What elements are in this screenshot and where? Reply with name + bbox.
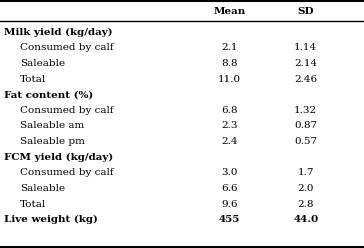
Text: FCM yield (kg/day): FCM yield (kg/day) [4,153,113,162]
Text: Saleable am: Saleable am [20,122,84,130]
Text: Saleable: Saleable [20,59,65,68]
Text: Total: Total [20,75,46,84]
Text: 2.46: 2.46 [294,75,317,84]
Text: 2.1: 2.1 [221,43,238,52]
Text: Mean: Mean [213,7,245,16]
Text: 2.4: 2.4 [221,137,238,146]
Text: 8.8: 8.8 [221,59,238,68]
Text: Fat content (%): Fat content (%) [4,90,93,99]
Text: SD: SD [297,7,314,16]
Text: Consumed by calf: Consumed by calf [20,106,114,115]
Text: 1.7: 1.7 [297,168,314,177]
Text: 455: 455 [219,215,240,224]
Text: Saleable: Saleable [20,184,65,193]
Text: Milk yield (kg/day): Milk yield (kg/day) [4,28,112,37]
Text: Consumed by calf: Consumed by calf [20,168,114,177]
Text: 9.6: 9.6 [221,200,238,209]
Text: Total: Total [20,200,46,209]
Text: Live weight (kg): Live weight (kg) [4,215,98,224]
Text: 2.3: 2.3 [221,122,238,130]
Text: 1.14: 1.14 [294,43,317,52]
Text: 2.14: 2.14 [294,59,317,68]
Text: Saleable pm: Saleable pm [20,137,85,146]
Text: Consumed by calf: Consumed by calf [20,43,114,52]
Text: 6.6: 6.6 [221,184,238,193]
Text: 0.87: 0.87 [294,122,317,130]
Text: 2.8: 2.8 [297,200,314,209]
Text: 1.32: 1.32 [294,106,317,115]
Text: 3.0: 3.0 [221,168,238,177]
Text: 2.0: 2.0 [297,184,314,193]
Text: 0.57: 0.57 [294,137,317,146]
Text: 6.8: 6.8 [221,106,238,115]
Text: 11.0: 11.0 [218,75,241,84]
Text: 44.0: 44.0 [293,215,318,224]
